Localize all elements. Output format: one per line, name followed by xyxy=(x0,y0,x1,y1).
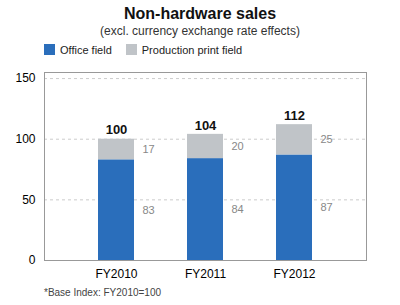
svg-text:83: 83 xyxy=(143,204,155,216)
svg-text:FY2011: FY2011 xyxy=(185,267,226,281)
svg-text:100: 100 xyxy=(15,132,35,146)
html-text:Office field: Office field xyxy=(60,44,112,56)
html-text:Non-hardware sales: Non-hardware sales xyxy=(124,5,276,22)
svg-text:104: 104 xyxy=(195,118,217,133)
svg-text:50: 50 xyxy=(22,193,36,207)
svg-text:17: 17 xyxy=(143,143,155,155)
html-text:*Base Index: FY2010=100: *Base Index: FY2010=100 xyxy=(44,287,161,298)
svg-text:84: 84 xyxy=(232,203,244,215)
html-text:(excl. currency exchange rate: (excl. currency exchange rate effects) xyxy=(100,24,300,38)
svg-text:150: 150 xyxy=(15,71,35,85)
svg-text:0: 0 xyxy=(29,253,36,267)
svg-text:20: 20 xyxy=(232,140,244,152)
svg-text:FY2010: FY2010 xyxy=(95,267,137,281)
svg-text:FY2012: FY2012 xyxy=(273,267,315,281)
svg-text:87: 87 xyxy=(321,201,333,213)
svg-text:112: 112 xyxy=(284,108,305,123)
svg-text:25: 25 xyxy=(321,133,333,145)
svg-text:100: 100 xyxy=(106,122,128,137)
html-text:Production print field: Production print field xyxy=(141,44,243,56)
